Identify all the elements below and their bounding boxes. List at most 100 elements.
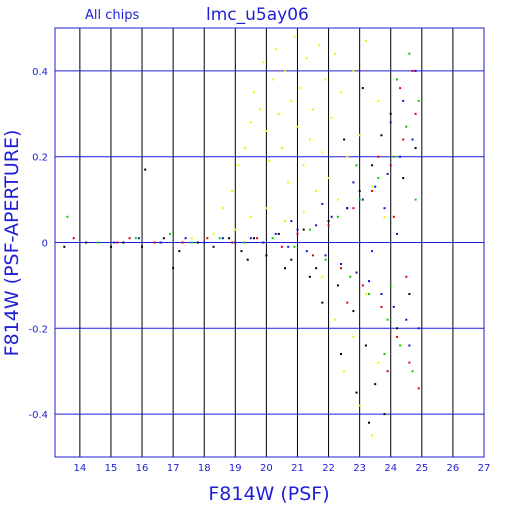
data-point (234, 241, 237, 244)
data-point (280, 245, 283, 248)
data-point (386, 370, 389, 373)
data-point (396, 327, 398, 330)
data-point (333, 52, 336, 55)
data-point (206, 237, 209, 240)
data-point (321, 301, 324, 304)
data-point (296, 232, 299, 235)
data-point (153, 241, 156, 244)
data-point (364, 293, 367, 295)
data-point (253, 237, 255, 240)
data-point (383, 353, 386, 355)
data-point (399, 155, 402, 158)
data-point (368, 421, 370, 424)
data-point (212, 232, 215, 235)
data-point (134, 237, 137, 240)
data-point (305, 250, 308, 253)
data-point (361, 198, 364, 201)
data-point (340, 263, 342, 265)
data-point (249, 237, 252, 240)
data-point (172, 267, 175, 270)
data-point (324, 258, 327, 261)
data-point (293, 245, 296, 248)
data-point (405, 275, 408, 278)
data-point (371, 434, 374, 437)
data-point (299, 87, 302, 90)
data-point (389, 164, 392, 167)
data-point (371, 164, 374, 167)
x-tick-label: 26 (447, 463, 460, 474)
data-point (389, 284, 392, 287)
x-tick-label: 23 (353, 463, 366, 474)
data-point (380, 293, 383, 295)
data-point (318, 44, 321, 47)
data-point (324, 254, 327, 257)
data-point (408, 344, 411, 347)
data-point (284, 220, 286, 223)
data-point (256, 237, 259, 240)
data-point (243, 147, 246, 150)
data-point (343, 138, 346, 141)
data-point (321, 202, 324, 205)
data-point (190, 237, 193, 240)
data-point (312, 254, 314, 257)
chart-title: lmc_u5ay06 (206, 5, 309, 25)
data-point (308, 275, 311, 278)
y-tick-label: 0.4 (32, 67, 48, 78)
x-tick-label: 18 (198, 463, 211, 474)
data-point (330, 215, 333, 218)
y-tick-labels: 0.4 0.2 0 -0.2 -0.4 (28, 67, 48, 421)
data-point (358, 134, 361, 137)
data-point (352, 335, 355, 338)
data-point (246, 258, 249, 261)
data-point (336, 198, 339, 201)
data-point (110, 245, 112, 248)
data-point (352, 181, 355, 184)
data-point (249, 121, 252, 124)
data-point (116, 241, 119, 244)
data-point (259, 108, 262, 111)
data-point (340, 91, 342, 94)
data-point (265, 207, 268, 210)
y-tick-label: 0.2 (32, 153, 48, 164)
data-point (243, 241, 246, 244)
x-tick-label: 17 (167, 463, 180, 474)
data-point (408, 361, 411, 364)
data-point (159, 241, 162, 244)
data-point (274, 232, 277, 235)
data-point (302, 211, 305, 214)
data-point (380, 305, 383, 308)
data-point (399, 344, 402, 347)
data-point (374, 185, 377, 188)
data-point (290, 258, 293, 261)
data-point (253, 91, 255, 94)
data-point (321, 151, 324, 154)
data-point (234, 228, 237, 231)
data-point (144, 168, 147, 171)
data-point (346, 207, 349, 210)
data-point (327, 177, 330, 180)
data-point (377, 155, 380, 158)
data-point (408, 52, 411, 55)
data-point (271, 78, 274, 81)
data-point (212, 245, 215, 248)
data-point (333, 318, 336, 321)
data-point (265, 130, 268, 132)
data-point (265, 254, 268, 257)
data-point (414, 69, 417, 72)
y-tick-label: 0 (42, 239, 48, 250)
data-point (321, 275, 324, 278)
x-tick-label: 27 (478, 463, 491, 474)
data-point (312, 108, 314, 111)
data-point (296, 125, 299, 128)
data-point (284, 267, 286, 270)
data-point (293, 35, 296, 38)
data-point (327, 220, 330, 223)
data-point (349, 275, 352, 278)
data-point (368, 293, 370, 295)
data-point (178, 250, 181, 253)
data-point (262, 61, 265, 64)
data-point (190, 241, 193, 244)
data-point (383, 215, 386, 218)
